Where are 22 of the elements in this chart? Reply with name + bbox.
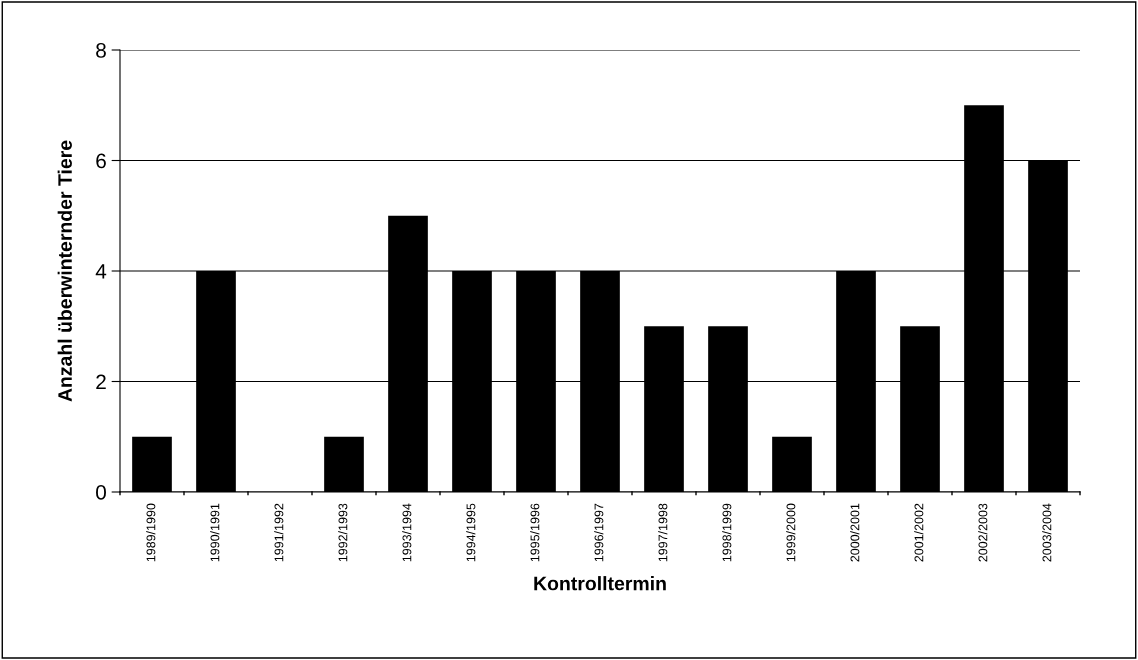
x-tick-label: 1999/2000 <box>786 503 796 562</box>
x-tick-label: 2001/2002 <box>914 503 924 562</box>
x-tick-label: 1993/1994 <box>402 503 412 562</box>
y-tick-label: 4 <box>95 264 107 279</box>
y-tick-label: 2 <box>96 374 106 390</box>
x-axis-title: Kontrolltermin <box>534 576 666 591</box>
x-tick-label: 2002/2003 <box>978 503 988 562</box>
x-tick-label: 1994/1995 <box>466 503 476 562</box>
x-tick-label: 1995/1996 <box>530 503 540 562</box>
x-tick-label: 1989/1990 <box>146 503 156 562</box>
y-tick-label: 6 <box>96 153 106 169</box>
y-tick-label: 0 <box>96 485 106 500</box>
x-tick-label: 1996/1997 <box>594 503 604 562</box>
x-tick-label: 1992/1993 <box>338 503 348 562</box>
x-tick-label: 2000/2001 <box>850 503 860 562</box>
x-tick-label: 1991/1992 <box>274 503 284 562</box>
x-tick-label: 1990/1991 <box>210 503 220 562</box>
y-axis-title: Anzahl überwinternder Tiere <box>57 140 72 402</box>
x-tick-label: 2003/2004 <box>1042 503 1052 562</box>
y-tick-label: 8 <box>96 43 106 58</box>
x-tick-label: 1997/1998 <box>658 503 668 562</box>
x-tick-label: 1998/1999 <box>722 503 732 562</box>
